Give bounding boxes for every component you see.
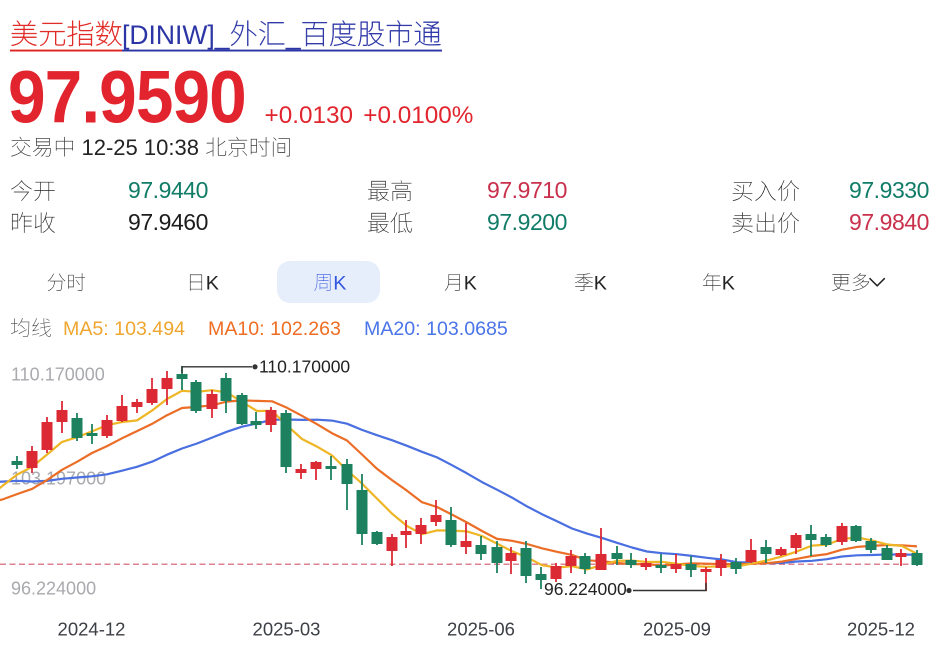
svg-text:2025-09: 2025-09 [643, 619, 711, 640]
svg-text:2024-12: 2024-12 [58, 619, 126, 640]
svg-text:97.9330: 97.9330 [849, 177, 929, 203]
svg-text:96.224000: 96.224000 [544, 579, 627, 599]
svg-text:97.9460: 97.9460 [128, 209, 208, 235]
svg-text:97.9840: 97.9840 [849, 209, 929, 235]
svg-text:+0.0130: +0.0130 [265, 102, 354, 129]
svg-text:97.9710: 97.9710 [487, 177, 567, 203]
svg-text:[DINIW]_: [DINIW]_ [122, 20, 231, 50]
svg-text:97.9440: 97.9440 [128, 177, 208, 203]
svg-text:K: K [464, 273, 477, 295]
svg-text:K: K [722, 273, 735, 295]
svg-text:K: K [206, 273, 219, 295]
svg-text:2025-12: 2025-12 [847, 619, 915, 640]
svg-text:110.170000: 110.170000 [11, 365, 105, 385]
svg-text:MA20: 103.0685: MA20: 103.0685 [364, 318, 508, 340]
svg-text:K: K [333, 273, 346, 295]
svg-text:97.9200: 97.9200 [487, 209, 567, 235]
svg-text:2025-06: 2025-06 [447, 619, 515, 640]
svg-text:MA5: 103.494: MA5: 103.494 [63, 318, 185, 340]
svg-text:110.170000: 110.170000 [259, 357, 350, 377]
svg-text:96.224000: 96.224000 [11, 579, 96, 599]
svg-text:97.9590: 97.9590 [8, 57, 246, 140]
svg-text:2025-03: 2025-03 [253, 619, 321, 640]
svg-text:12-25 10:38: 12-25 10:38 [75, 135, 205, 160]
svg-text:K: K [594, 273, 607, 295]
svg-text:_: _ [285, 20, 302, 50]
svg-text:+0.0100%: +0.0100% [363, 102, 473, 129]
svg-text:MA10: 102.263: MA10: 102.263 [208, 318, 341, 340]
